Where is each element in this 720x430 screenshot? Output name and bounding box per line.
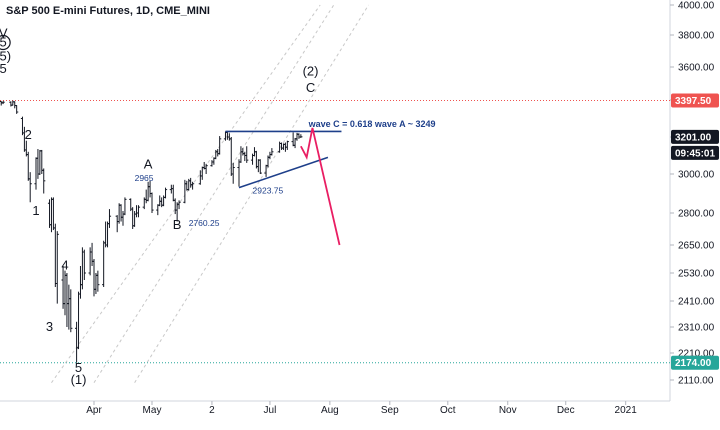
- x-tick-label: Aug: [321, 405, 339, 416]
- y-tick-label: 3800.00: [678, 31, 715, 42]
- x-tick-label: May: [143, 405, 162, 416]
- y-tick-label: 3600.00: [678, 63, 715, 74]
- x-tick-label: 2: [209, 405, 215, 416]
- channel-line-2: [134, 4, 369, 383]
- x-tick-label: Jul: [264, 405, 277, 416]
- wave-label: B: [173, 217, 182, 232]
- price-tag-resistance: [671, 93, 719, 108]
- x-tick-label: Sep: [381, 405, 399, 416]
- wave-label: V: [0, 25, 8, 40]
- annotation-text: 2923.75: [253, 186, 284, 196]
- wave-label: 3: [46, 319, 53, 334]
- wave-label: (5): [0, 49, 11, 64]
- y-tick-label: 2310.00: [678, 323, 715, 334]
- wave-label: 4: [61, 258, 68, 273]
- price-tag-resistance-label: 3397.50: [675, 96, 712, 107]
- price-tag-support-label: 2174.00: [675, 358, 712, 369]
- y-tick-label: 2410.00: [678, 297, 715, 308]
- annotation-text: 2965: [135, 173, 154, 183]
- x-tick-label: Apr: [86, 405, 102, 416]
- price-tag-countdown-label: 09:45:01: [675, 148, 715, 159]
- wave-label: 5: [0, 61, 7, 76]
- annotation-text: wave C = 0.618 wave A ~ 3249: [308, 119, 436, 129]
- wave-label: 5: [0, 35, 7, 50]
- price-tag-support: [671, 355, 719, 370]
- wave-label-circle: [0, 34, 11, 51]
- wave-label: (1): [71, 372, 87, 387]
- price-tag-last-label: 3201.00: [675, 132, 712, 143]
- channel-line-1: [93, 4, 335, 383]
- price-tag-last: [671, 129, 719, 144]
- y-tick-label: 2650.00: [678, 241, 715, 252]
- y-tick-label: 3000.00: [678, 170, 715, 181]
- price-tag-countdown: [671, 145, 719, 160]
- x-tick-label: Nov: [499, 405, 517, 416]
- y-tick-label: 2110.00: [678, 376, 714, 387]
- annotation-text: 2760.25: [189, 218, 220, 228]
- triangle-lower-line: [238, 156, 329, 189]
- wave-label: C: [306, 80, 315, 95]
- x-tick-label: Dec: [557, 405, 575, 416]
- wave-label: A: [144, 156, 153, 171]
- wave-label: (2): [303, 64, 319, 79]
- chart-title: S&P 500 E-mini Futures, 1D, CME_MINI: [6, 5, 210, 17]
- y-tick-label: 4000.00: [678, 1, 715, 12]
- y-tick-label: 2800.00: [678, 209, 715, 220]
- wave-label: 5: [75, 360, 82, 375]
- x-tick-label: 2021: [615, 405, 638, 416]
- channel-line-3: [51, 4, 321, 383]
- y-tick-label: 2530.00: [678, 269, 715, 280]
- x-tick-label: Oct: [440, 405, 456, 416]
- y-tick-label: 2210.00: [678, 349, 715, 360]
- wave-label: 2: [25, 127, 32, 142]
- projection-path: [300, 127, 341, 246]
- wave-label: 1: [32, 203, 39, 218]
